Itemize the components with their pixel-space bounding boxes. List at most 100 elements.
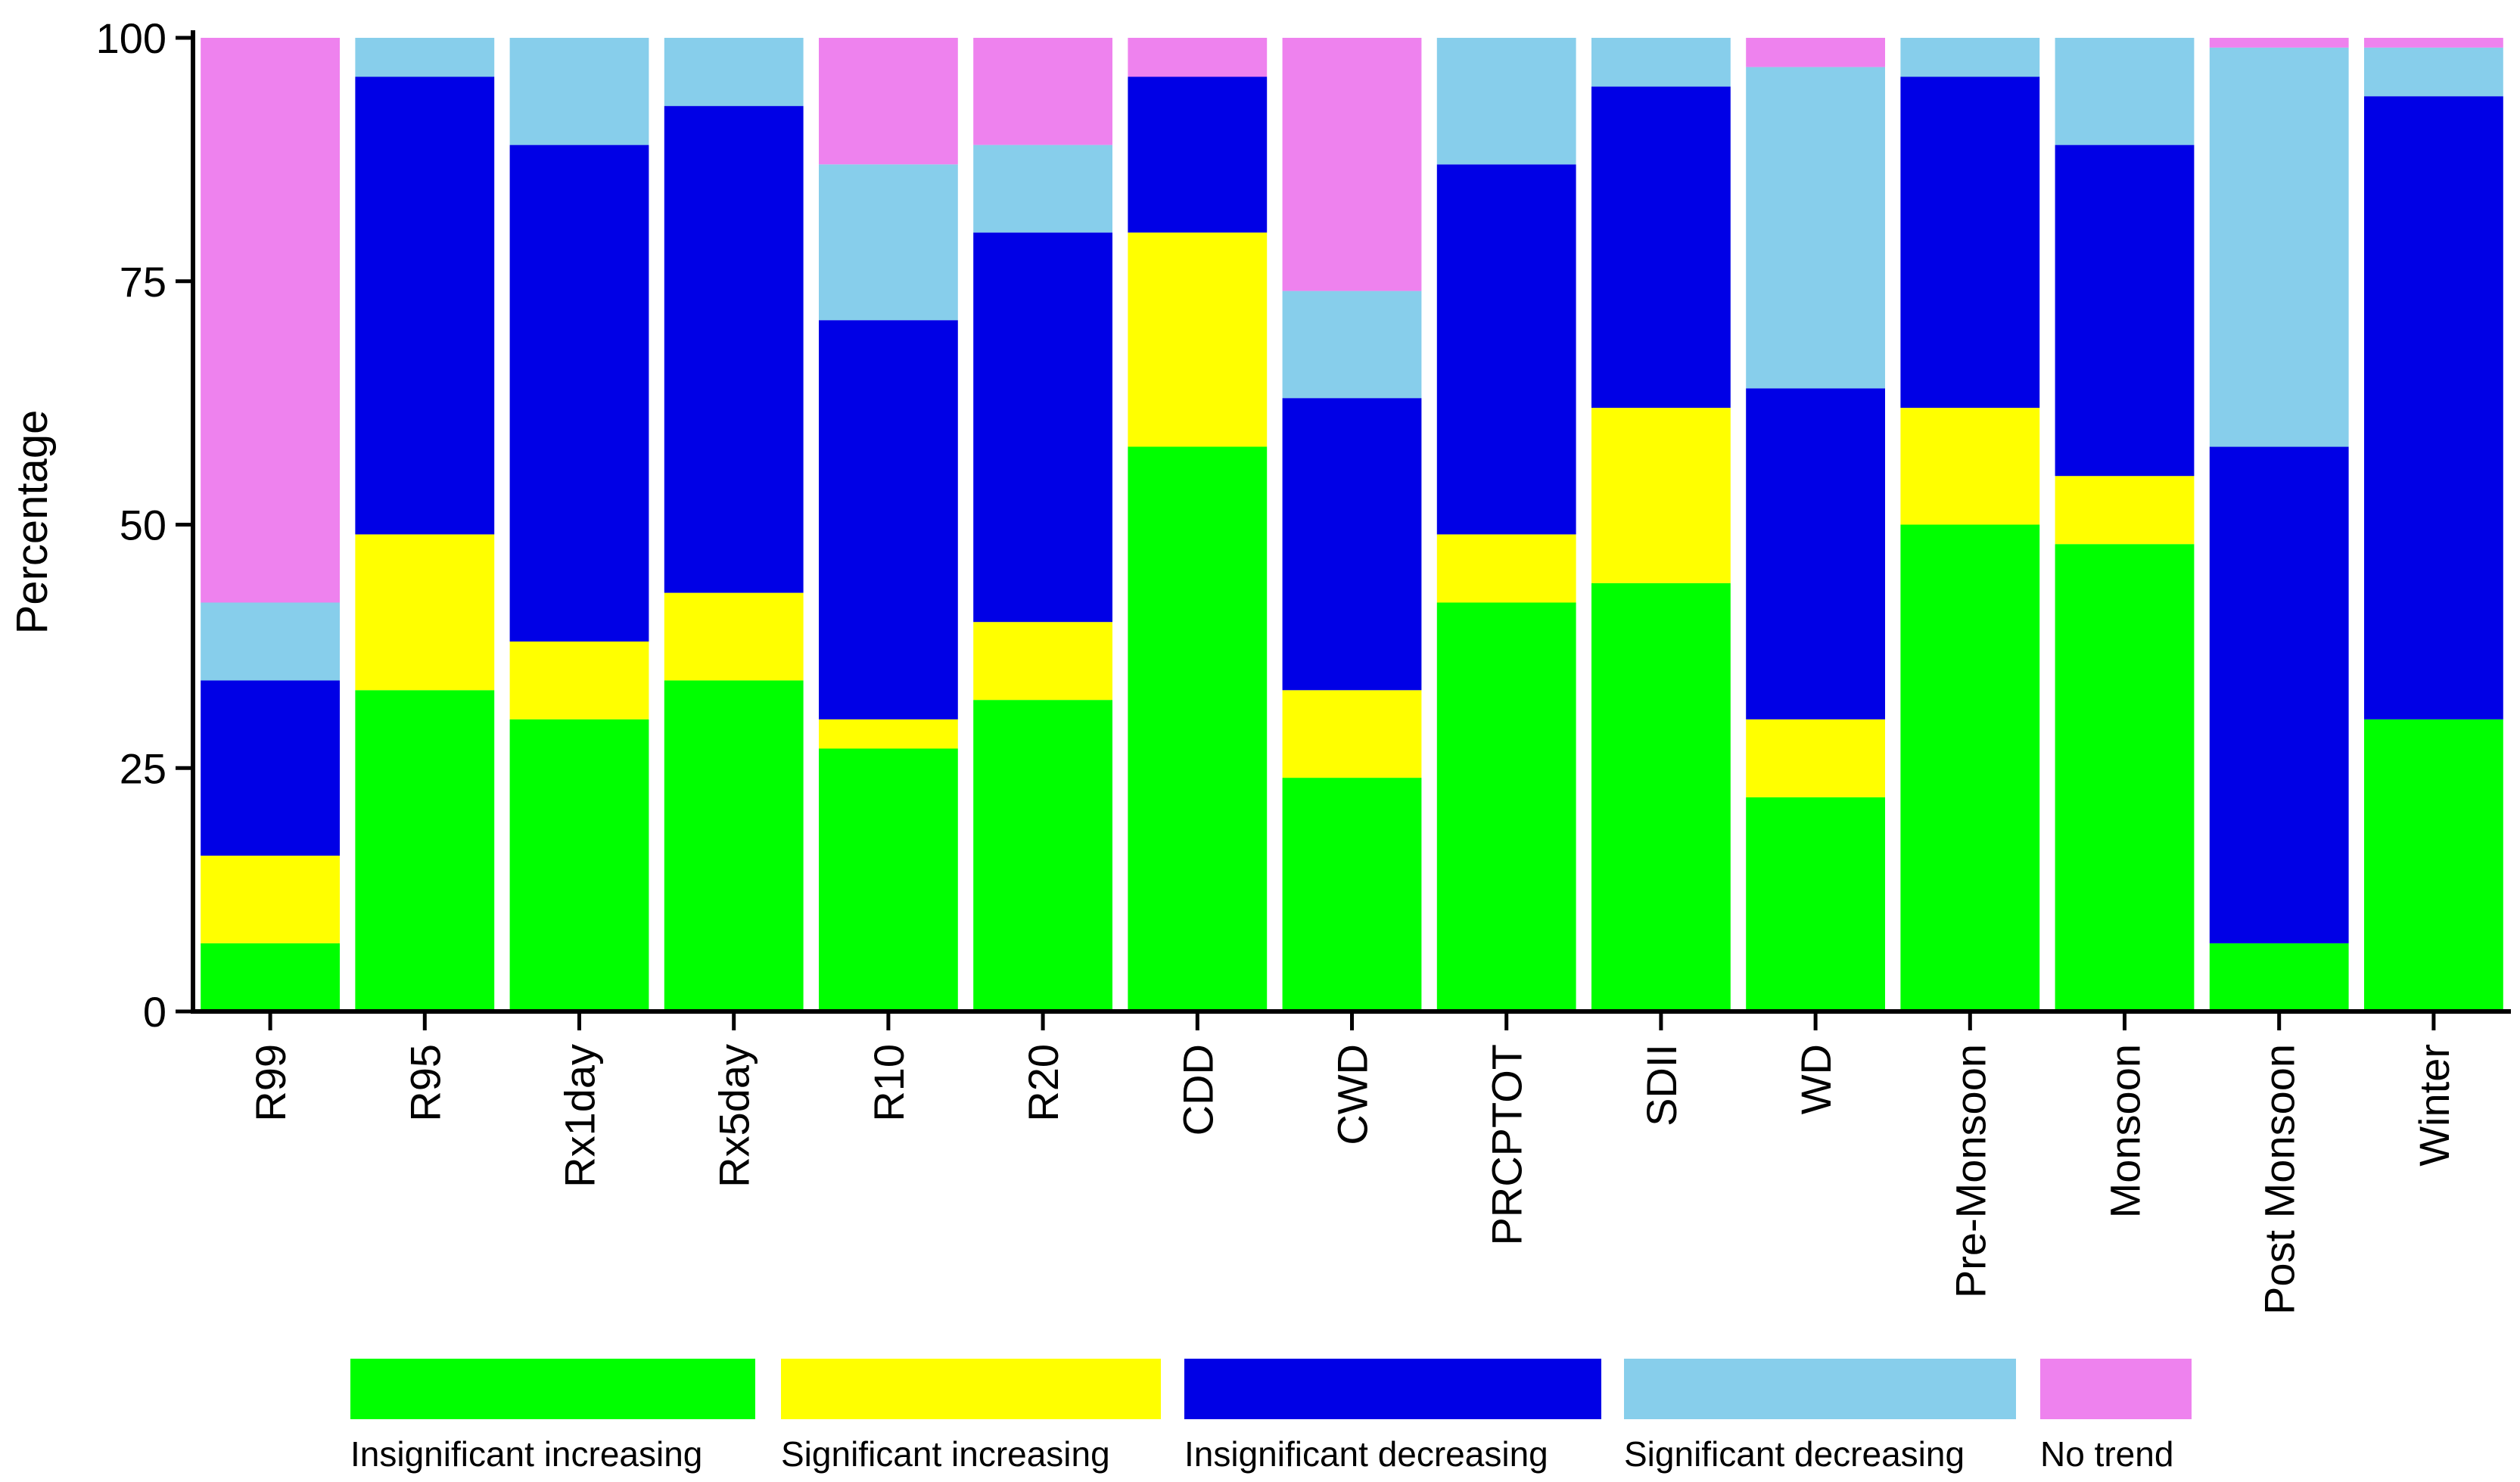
bar-segment-rx1day-series-3 <box>509 38 649 145</box>
bar-segment-r20-series-2 <box>973 232 1112 623</box>
bar-segment-cdd-series-0 <box>1128 446 1268 1011</box>
bar-segment-prcptot-series-0 <box>1436 602 1576 1011</box>
bar-segment-r10-series-3 <box>819 164 958 321</box>
bar-segment-cdd-series-1 <box>1128 232 1268 447</box>
x-tick-label: CWD <box>1329 1044 1377 1145</box>
bar-segment-post-monsoon-series-3 <box>2209 47 2349 447</box>
bar-segment-cwd-series-3 <box>1282 290 1422 399</box>
bar-segment-r95-series-0 <box>355 690 495 1011</box>
y-axis-title: Percentage <box>8 410 57 635</box>
x-tick-label: WD <box>1792 1044 1840 1114</box>
y-ticks-group: 0 25 50 75 100 <box>96 14 193 1036</box>
bar-segment-pre-monsoon-series-1 <box>1900 408 2040 525</box>
bar-segment-r99-series-4 <box>201 38 340 603</box>
bar-segment-r10-series-2 <box>819 320 958 719</box>
bar-segment-prcptot-series-1 <box>1436 534 1576 603</box>
bar-segment-monsoon-series-2 <box>2055 144 2195 477</box>
bars-group <box>201 38 2503 1011</box>
bar-segment-wd-series-0 <box>1746 797 1885 1011</box>
x-tick-label: Rx5day <box>711 1044 758 1188</box>
x-tick-label: R10 <box>865 1044 913 1122</box>
bar-segment-monsoon-series-0 <box>2055 544 2195 1011</box>
bar-segment-wd-series-1 <box>1746 719 1885 797</box>
bar-segment-rx5day-series-0 <box>664 680 804 1011</box>
bar-segment-r20-series-4 <box>973 38 1112 145</box>
bar-segment-rx1day-series-1 <box>509 641 649 719</box>
legend-label: Insignificant decreasing <box>1184 1434 1548 1474</box>
bar-segment-prcptot-series-3 <box>1436 38 1576 165</box>
bar-segment-rx5day-series-1 <box>664 592 804 681</box>
x-tick-label: R99 <box>247 1044 294 1122</box>
legend: Insignificant increasing Significant incr… <box>350 1359 2192 1474</box>
x-tick-label: SDII <box>1638 1044 1685 1126</box>
bar-segment-r10-series-4 <box>819 38 958 165</box>
x-tick-label: CDD <box>1174 1044 1221 1136</box>
bar-segment-r10-series-1 <box>819 719 958 749</box>
bar-segment-r95-series-1 <box>355 534 495 691</box>
bar-segment-r99-series-0 <box>201 943 340 1011</box>
bar-segment-cwd-series-1 <box>1282 690 1422 778</box>
bar-segment-post-monsoon-series-4 <box>2209 38 2349 48</box>
legend-label: Significant increasing <box>781 1434 1110 1474</box>
bar-segment-monsoon-series-1 <box>2055 476 2195 545</box>
bar-segment-r20-series-3 <box>973 144 1112 233</box>
bar-segment-sdii-series-3 <box>1591 38 1731 87</box>
bar-segment-sdii-series-0 <box>1591 583 1731 1011</box>
x-tick-label: Winter <box>2410 1044 2458 1167</box>
x-ticks-group: R99 R95 Rx1day Rx5day R10 R20 CDD CWD PRCPTOT SDI… <box>247 1011 2458 1315</box>
bar-segment-rx1day-series-2 <box>509 144 649 642</box>
x-tick-label: Rx1day <box>556 1044 604 1188</box>
legend-swatch <box>1624 1359 2016 1419</box>
bar-segment-r99-series-1 <box>201 856 340 943</box>
legend-swatch <box>2040 1359 2192 1419</box>
x-tick-label: Pre-Monsoon <box>1946 1044 1994 1298</box>
bar-segment-rx1day-series-0 <box>509 719 649 1011</box>
y-tick-label: 0 <box>143 988 166 1036</box>
legend-swatch <box>1184 1359 1601 1419</box>
bar-segment-rx5day-series-3 <box>664 38 804 107</box>
legend-label: Significant decreasing <box>1624 1434 1965 1474</box>
y-tick-label: 25 <box>120 744 166 792</box>
bar-segment-cwd-series-2 <box>1282 398 1422 691</box>
x-tick-label: Post Monsoon <box>2256 1044 2304 1315</box>
bar-segment-r95-series-3 <box>355 38 495 77</box>
y-tick-label: 75 <box>120 258 166 306</box>
bar-segment-cwd-series-0 <box>1282 778 1422 1011</box>
bar-segment-sdii-series-1 <box>1591 408 1731 583</box>
bar-segment-rx5day-series-2 <box>664 106 804 593</box>
bar-segment-cdd-series-4 <box>1128 38 1268 77</box>
bar-segment-prcptot-series-2 <box>1436 164 1576 535</box>
bar-segment-r10-series-0 <box>819 748 958 1011</box>
bar-segment-wd-series-4 <box>1746 38 1885 67</box>
y-tick-label: 100 <box>96 14 166 62</box>
bar-segment-cwd-series-4 <box>1282 38 1422 291</box>
x-tick-label: PRCPTOT <box>1483 1044 1531 1246</box>
bar-segment-winter-series-4 <box>2364 38 2503 48</box>
legend-swatch <box>350 1359 755 1419</box>
bar-segment-pre-monsoon-series-2 <box>1900 76 2040 409</box>
bar-segment-pre-monsoon-series-3 <box>1900 38 2040 77</box>
x-tick-label: R20 <box>1019 1044 1067 1122</box>
bar-segment-r99-series-3 <box>201 602 340 681</box>
bar-segment-winter-series-0 <box>2364 719 2503 1011</box>
legend-label: Insignificant increasing <box>350 1434 702 1474</box>
bar-segment-wd-series-3 <box>1746 67 1885 389</box>
bar-segment-post-monsoon-series-0 <box>2209 943 2349 1011</box>
bar-segment-winter-series-3 <box>2364 47 2503 97</box>
y-tick-label: 50 <box>120 502 166 549</box>
bar-segment-post-monsoon-series-2 <box>2209 446 2349 943</box>
bar-segment-r20-series-0 <box>973 700 1112 1011</box>
x-tick-label: R95 <box>401 1044 449 1122</box>
bar-segment-r99-series-2 <box>201 680 340 856</box>
bar-segment-pre-monsoon-series-0 <box>1900 524 2040 1011</box>
legend-label: No trend <box>2040 1434 2173 1474</box>
bar-segment-winter-series-2 <box>2364 96 2503 719</box>
bar-segment-sdii-series-2 <box>1591 86 1731 409</box>
bar-segment-r20-series-1 <box>973 622 1112 701</box>
legend-swatch <box>781 1359 1161 1419</box>
bar-segment-cdd-series-2 <box>1128 76 1268 233</box>
x-tick-label: Monsoon <box>2102 1044 2149 1218</box>
bar-segment-r95-series-2 <box>355 76 495 535</box>
bar-segment-monsoon-series-3 <box>2055 38 2195 145</box>
